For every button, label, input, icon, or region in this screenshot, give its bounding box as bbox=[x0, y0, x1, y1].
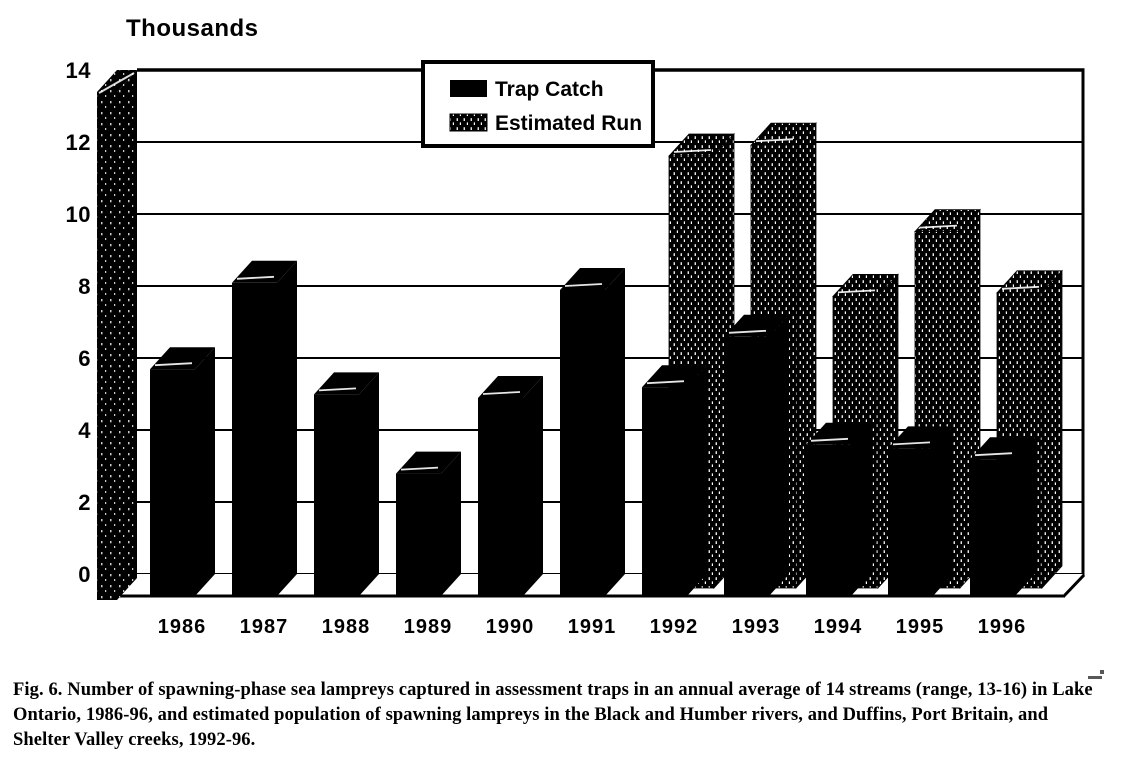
caption-line: Ontario, 1986-96, and estimated populati… bbox=[13, 705, 1049, 725]
bar-trap-catch-1986 bbox=[150, 347, 215, 596]
legend-swatch-estimated-run bbox=[449, 113, 488, 132]
bar-side-face bbox=[933, 426, 953, 596]
bar-trap-catch-1989 bbox=[396, 451, 461, 596]
bar-side-face bbox=[851, 422, 871, 596]
bar-side-face bbox=[1041, 269, 1063, 590]
bar-side-face bbox=[195, 347, 215, 596]
y-tick-label-6: 6 bbox=[78, 346, 91, 371]
y-tick-label-8: 8 bbox=[78, 274, 91, 299]
bar-side-face bbox=[441, 451, 461, 596]
bar-front-face bbox=[642, 387, 687, 596]
x-tick-label-1993: 1993 bbox=[732, 616, 781, 638]
bar-top-highlight bbox=[400, 466, 439, 471]
pillar-top-highlight bbox=[98, 72, 135, 94]
bar-top-highlight bbox=[154, 362, 193, 367]
bar-top-highlight bbox=[646, 380, 685, 385]
bar-trap-catch-1992 bbox=[642, 365, 707, 596]
bar-top-highlight bbox=[892, 441, 931, 446]
bar-top-highlight bbox=[482, 391, 521, 395]
legend-label-trap-catch: Trap Catch bbox=[495, 78, 604, 101]
y-axis-title: Thousands bbox=[126, 15, 259, 42]
x-tick-label-1990: 1990 bbox=[486, 616, 535, 638]
bar-front-face bbox=[150, 369, 195, 596]
bar-trap-catch-1996 bbox=[970, 437, 1035, 596]
bar-top-highlight bbox=[564, 283, 603, 287]
bar-front-face bbox=[478, 398, 523, 596]
x-tick-label-1989: 1989 bbox=[404, 616, 453, 638]
bar-front-face bbox=[314, 394, 359, 596]
y-tick-label-2: 2 bbox=[78, 490, 91, 515]
bar-top-highlight bbox=[728, 329, 767, 334]
legend-label-estimated-run: Estimated Run bbox=[495, 112, 642, 135]
bar-side-face bbox=[523, 376, 543, 596]
scan-artifact bbox=[1088, 670, 1104, 679]
x-tick-label-1994: 1994 bbox=[814, 616, 863, 638]
y-tick-label-0: 0 bbox=[78, 562, 91, 587]
bar-side-face bbox=[359, 372, 379, 596]
x-tick-label-1992: 1992 bbox=[650, 616, 699, 638]
pillar-front-face bbox=[97, 92, 117, 600]
bar-top-highlight bbox=[1001, 285, 1040, 290]
bar-front-face bbox=[396, 473, 441, 596]
legend-swatch-trap-catch bbox=[450, 80, 487, 97]
x-tick-label-1996: 1996 bbox=[978, 616, 1027, 638]
pillar-side-face bbox=[117, 70, 137, 600]
floor-right-edge bbox=[1061, 573, 1086, 599]
bar-front-face bbox=[560, 290, 605, 596]
bar-side-face bbox=[277, 260, 297, 596]
x-tick-label-1986: 1986 bbox=[158, 616, 207, 638]
bar-top-highlight bbox=[919, 224, 958, 229]
bar-top-highlight bbox=[236, 275, 275, 280]
bar-front-face bbox=[724, 336, 769, 596]
bar-front-face bbox=[970, 459, 1015, 596]
bar-side-face bbox=[605, 268, 625, 596]
bar-side-face bbox=[1015, 437, 1035, 596]
bar-front-face bbox=[232, 282, 277, 596]
bar-side-face bbox=[687, 365, 707, 596]
y-tick-label-14: 14 bbox=[66, 58, 92, 83]
figure-caption: Fig. 6. Number of spawning-phase sea lam… bbox=[13, 678, 1138, 753]
bar-top-highlight bbox=[974, 452, 1013, 457]
x-tick-label-1988: 1988 bbox=[322, 616, 371, 638]
axis-wall-pillar bbox=[97, 70, 137, 600]
y-tick-label-4: 4 bbox=[78, 418, 91, 443]
bar-top-highlight bbox=[810, 437, 849, 442]
bar-trap-catch-1987 bbox=[232, 260, 297, 596]
bar-trap-catch-1994 bbox=[806, 422, 871, 596]
caption-line: Fig. 6. Number of spawning-phase sea lam… bbox=[13, 680, 1093, 700]
legend: Trap Catch Estimated Run bbox=[421, 60, 655, 148]
bar-side-face bbox=[769, 314, 789, 596]
bar-trap-catch-1991 bbox=[560, 268, 625, 596]
bar-trap-catch-1990 bbox=[478, 376, 543, 596]
bar-top-highlight bbox=[755, 138, 794, 143]
x-tick-label-1991: 1991 bbox=[568, 616, 617, 638]
bar-trap-catch-1993 bbox=[724, 314, 789, 596]
bar-front-face bbox=[888, 448, 933, 596]
x-tick-label-1987: 1987 bbox=[240, 616, 289, 638]
bar-top-highlight bbox=[837, 289, 876, 294]
y-tick-label-10: 10 bbox=[66, 202, 91, 227]
bar-top-highlight bbox=[673, 149, 712, 153]
lamprey-3d-bar-chart: 0 2 4 6 8 10 12 14 1986 1987 1988 1989 1990 1991 1992 1… bbox=[66, 15, 1086, 638]
bar-trap-catch-1995 bbox=[888, 426, 953, 596]
x-tick-label-1995: 1995 bbox=[896, 616, 945, 638]
bar-front-face bbox=[806, 444, 851, 596]
bar-top-highlight bbox=[318, 387, 357, 392]
caption-line: Shelter Valley creeks, 1992-96. bbox=[13, 730, 256, 750]
legend-box bbox=[421, 60, 655, 148]
y-tick-label-12: 12 bbox=[66, 130, 91, 155]
pillar-top-face bbox=[97, 70, 137, 92]
bar-trap-catch-1988 bbox=[314, 372, 379, 596]
